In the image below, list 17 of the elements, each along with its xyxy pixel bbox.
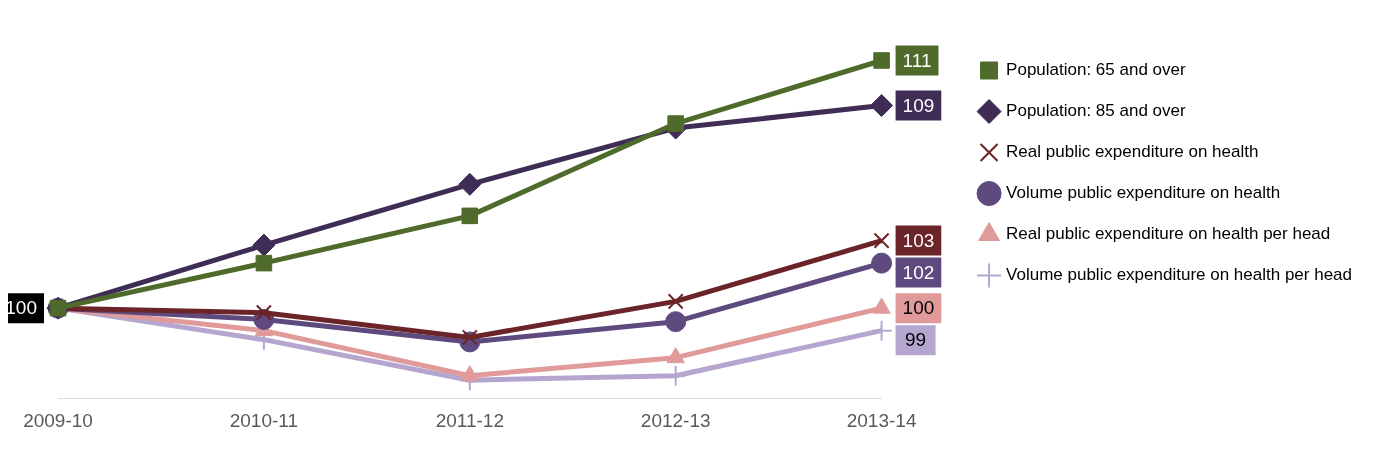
legend-label: Population: 85 and over bbox=[1006, 101, 1186, 121]
data-label: 100 bbox=[902, 297, 935, 319]
legend-label: Volume public expenditure on health per head bbox=[1006, 265, 1352, 285]
x-tick-label: 2013-14 bbox=[846, 409, 917, 431]
legend-label: Volume public expenditure on health bbox=[1006, 183, 1281, 203]
legend-label: Real public expenditure on health per head bbox=[1006, 224, 1331, 244]
data-label: 111 bbox=[902, 49, 932, 71]
x-tick-label: 2009-10 bbox=[23, 409, 93, 431]
data-label: 102 bbox=[902, 261, 935, 283]
x-tick-label: 2012-13 bbox=[640, 409, 711, 431]
x-tick-label: 2011-12 bbox=[435, 409, 504, 431]
data-label: 99 bbox=[905, 329, 927, 351]
legend-label: Real public expenditure on health bbox=[1006, 142, 1259, 162]
data-label: 109 bbox=[902, 94, 935, 116]
data-label: 103 bbox=[902, 229, 935, 251]
legend-label: Population: 65 and over bbox=[1006, 60, 1186, 80]
x-tick-label: 2010-11 bbox=[229, 409, 299, 431]
